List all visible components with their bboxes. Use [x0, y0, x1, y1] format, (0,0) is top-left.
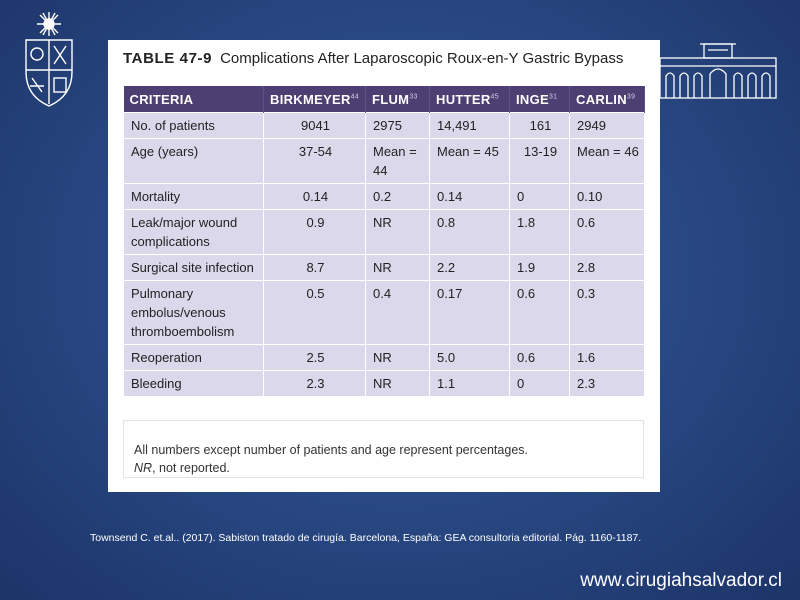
table-cell: 0.14 — [429, 183, 510, 210]
table-cell: 1.1 — [429, 370, 510, 397]
table-cell: 0.4 — [365, 280, 430, 345]
table-row: Bleeding 2.3 NR 1.1 0 2.3 — [123, 370, 645, 397]
table-footnotes: All numbers except number of patients an… — [123, 420, 644, 478]
header-birkmeyer: BIRKMEYER44 — [263, 86, 366, 113]
table-cell: 0 — [509, 370, 570, 397]
header-inge: INGE31 — [509, 86, 570, 113]
table-cell: 161 — [509, 112, 570, 139]
table-row: Pulmonary embolus/venous thromboembolism… — [123, 280, 645, 345]
table-row: Surgical site infection 8.7 NR 2.2 1.9 2… — [123, 254, 645, 281]
table-header-row: CRITERIA BIRKMEYER44 FLUM33 HUTTER45 ING… — [123, 86, 645, 113]
table-cell: 2975 — [365, 112, 430, 139]
table-row: Mortality 0.14 0.2 0.14 0 0.10 — [123, 183, 645, 210]
table-cell: NR — [365, 370, 430, 397]
table-cell: Mean = 44 — [365, 138, 430, 184]
source-citation: Townsend C. et.al.. (2017). Sabiston tra… — [90, 532, 642, 544]
table-row: Leak/major wound complications 0.9 NR 0.… — [123, 209, 645, 255]
table-cell: NR — [365, 209, 430, 255]
row-label: No. of patients — [123, 112, 264, 139]
table-cell: Mean = 46 — [569, 138, 645, 184]
website-url[interactable]: www.cirugiahsalvador.cl — [580, 570, 782, 591]
table-row: No. of patients 9041 2975 14,491 161 294… — [123, 112, 645, 139]
table-label: TABLE 47-9 — [123, 50, 213, 67]
table-cell: 37-54 — [263, 138, 366, 184]
table-cell: 9041 — [263, 112, 366, 139]
footnote-nr: NR, not reported. — [134, 459, 643, 477]
table-cell: 1.8 — [509, 209, 570, 255]
table-cell: 0.2 — [365, 183, 430, 210]
table-cell: 0.10 — [569, 183, 645, 210]
header-criteria: CRITERIA — [123, 86, 264, 113]
university-building-icon — [659, 43, 777, 99]
table-cell: 0 — [509, 183, 570, 210]
row-label: Surgical site infection — [123, 254, 264, 281]
table-title: TABLE 47-9 Complications After Laparoscop… — [123, 50, 623, 67]
table-cell: 1.9 — [509, 254, 570, 281]
table-cell: 0.6 — [509, 344, 570, 371]
row-label: Leak/major wound complications — [123, 209, 264, 255]
table-card: TABLE 47-9 Complications After Laparoscop… — [108, 40, 660, 492]
table-cell: 2.8 — [569, 254, 645, 281]
footnote-percentages: All numbers except number of patients an… — [134, 443, 528, 457]
footnote-nr-text: , not reported. — [152, 461, 230, 475]
table-cell: 14,491 — [429, 112, 510, 139]
header-flum: FLUM33 — [365, 86, 430, 113]
table-row: Age (years) 37-54 Mean = 44 Mean = 45 13… — [123, 138, 645, 184]
row-label: Reoperation — [123, 344, 264, 371]
complications-table: CRITERIA BIRKMEYER44 FLUM33 HUTTER45 ING… — [123, 86, 645, 397]
table-row: Reoperation 2.5 NR 5.0 0.6 1.6 — [123, 344, 645, 371]
table-cell: 1.6 — [569, 344, 645, 371]
table-cell: 0.6 — [569, 209, 645, 255]
table-cell: 2949 — [569, 112, 645, 139]
table-cell: 0.14 — [263, 183, 366, 210]
table-cell: 2.3 — [569, 370, 645, 397]
table-cell: NR — [365, 344, 430, 371]
table-cell: 0.5 — [263, 280, 366, 345]
table-cell: Mean = 45 — [429, 138, 510, 184]
university-crest-icon — [25, 12, 73, 107]
table-cell: 8.7 — [263, 254, 366, 281]
row-label: Pulmonary embolus/venous thromboembolism — [123, 280, 264, 345]
table-cell: 0.3 — [569, 280, 645, 345]
row-label: Bleeding — [123, 370, 264, 397]
table-cell: 0.8 — [429, 209, 510, 255]
table-cell: 2.5 — [263, 344, 366, 371]
row-label: Mortality — [123, 183, 264, 210]
table-cell: 2.3 — [263, 370, 366, 397]
table-cell: 13-19 — [509, 138, 570, 184]
row-label: Age (years) — [123, 138, 264, 184]
footnote-nr-abbr: NR — [134, 461, 153, 475]
table-cell: 5.0 — [429, 344, 510, 371]
header-hutter: HUTTER45 — [429, 86, 510, 113]
table-cell: 0.9 — [263, 209, 366, 255]
header-carlin: CARLIN39 — [569, 86, 645, 113]
table-cell: 0.6 — [509, 280, 570, 345]
table-cell: 0.17 — [429, 280, 510, 345]
table-cell: NR — [365, 254, 430, 281]
table-cell: 2.2 — [429, 254, 510, 281]
table-heading: Complications After Laparoscopic Roux-en… — [220, 50, 624, 67]
